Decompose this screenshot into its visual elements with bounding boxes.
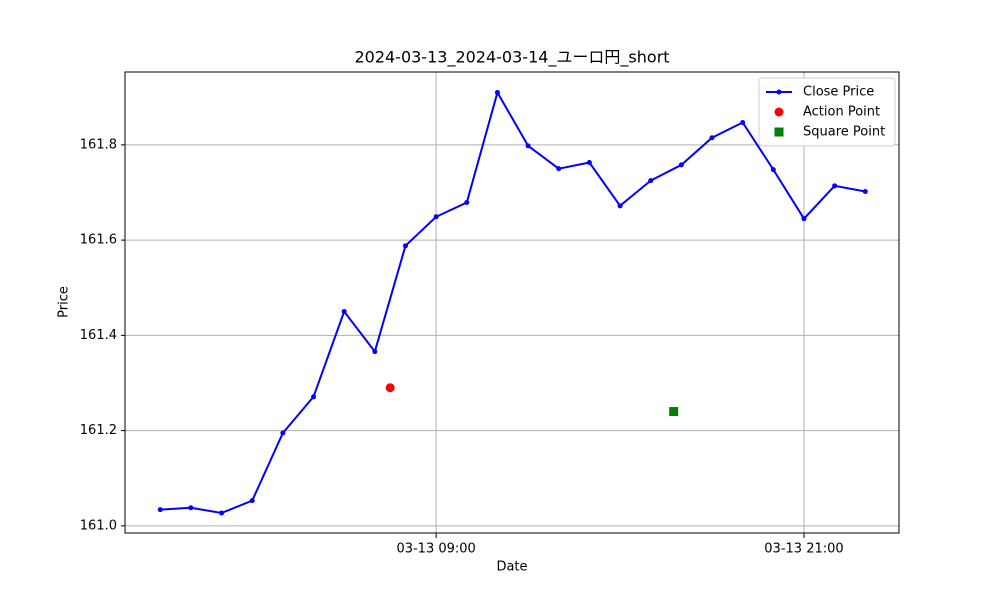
point: [372, 349, 378, 355]
chart-title: 2024-03-13_2024-03-14_ユーロ円_short: [354, 48, 669, 68]
legend-marker: [776, 89, 782, 95]
action-point: [385, 383, 395, 393]
point: [862, 189, 868, 195]
price-line: [160, 89, 866, 515]
point: [157, 507, 163, 513]
point: [525, 143, 531, 149]
point: [556, 166, 562, 172]
y-axis-label: Price: [57, 286, 72, 318]
legend-label: Action Point: [803, 105, 880, 120]
point: [648, 178, 654, 184]
point: [188, 505, 194, 511]
legend-marker: [774, 127, 784, 137]
y-tick-label: 161.6: [80, 233, 117, 248]
legend-label: Close Price: [803, 85, 874, 100]
y-tick-label: 161.0: [80, 518, 117, 533]
point: [280, 430, 286, 436]
x-axis-label: Date: [496, 560, 527, 575]
point: [311, 394, 317, 400]
point: [832, 183, 838, 189]
point: [219, 510, 225, 516]
point: [740, 119, 746, 125]
point: [494, 89, 500, 95]
point: [770, 167, 776, 173]
y-tick-label: 161.2: [80, 423, 117, 438]
point: [402, 243, 408, 249]
point: [341, 309, 347, 315]
plot-frame: [124, 71, 900, 534]
point: [464, 199, 470, 205]
point: [801, 216, 807, 222]
point: [709, 135, 715, 141]
x-tick-label: 03-13 09:00: [396, 542, 475, 557]
square-point: [669, 407, 679, 417]
point: [586, 159, 592, 165]
legend-box: [758, 77, 896, 147]
legend-label: Square Point: [803, 125, 885, 140]
y-tick-label: 161.4: [80, 328, 117, 343]
point: [433, 214, 439, 220]
legend-marker: [774, 107, 784, 117]
point: [617, 203, 623, 209]
point: [249, 498, 255, 504]
point: [678, 162, 684, 168]
y-tick-label: 161.8: [80, 137, 117, 152]
x-tick-label: 03-13 21:00: [764, 542, 843, 557]
